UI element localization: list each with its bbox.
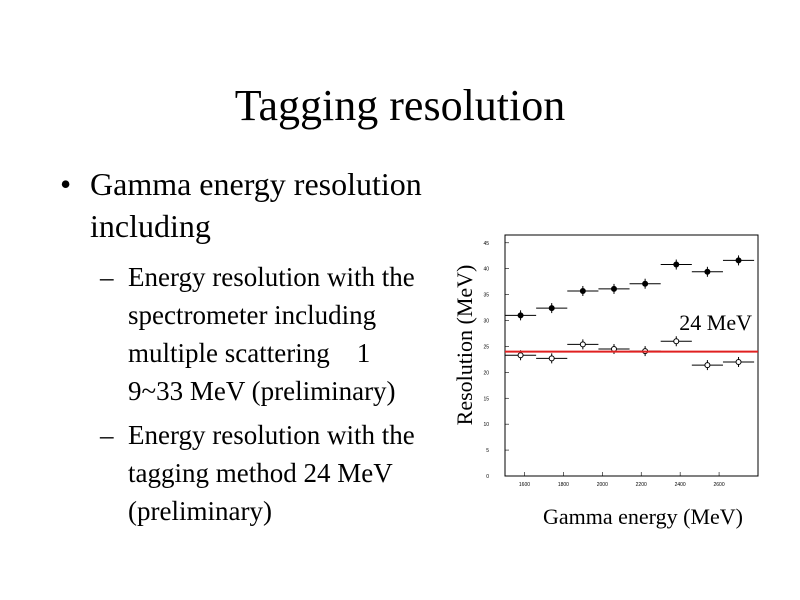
sub-bullet-text: Energy resolution with the bbox=[128, 420, 415, 450]
y-tick-label: 40 bbox=[483, 267, 489, 273]
sub-bullet-text: tagging method 24 MeV bbox=[128, 458, 393, 488]
slide-title: Tagging resolution bbox=[235, 81, 566, 130]
y-tick-label: 30 bbox=[483, 319, 489, 325]
data-point bbox=[673, 261, 680, 268]
sub-bullet-text: (preliminary) bbox=[128, 496, 272, 526]
y-tick-label: 20 bbox=[483, 370, 489, 376]
y-tick-label: 0 bbox=[486, 474, 489, 480]
data-point bbox=[517, 312, 524, 319]
data-point bbox=[610, 285, 617, 292]
bullet-text: Gamma energy resolution bbox=[90, 166, 422, 202]
y-tick-label: 35 bbox=[483, 293, 489, 299]
sub-bullet-text: multiple scattering 1 bbox=[128, 338, 370, 368]
sub-bullet-text: Energy resolution with the bbox=[128, 262, 415, 292]
y-tick-label: 10 bbox=[483, 422, 489, 428]
data-point bbox=[548, 305, 555, 312]
data-point bbox=[548, 355, 555, 362]
data-point bbox=[735, 358, 742, 365]
bullet-marker: • bbox=[60, 166, 71, 202]
sub-bullet-marker: – bbox=[99, 420, 114, 450]
data-point bbox=[579, 341, 586, 348]
x-tick-label: 2000 bbox=[597, 482, 608, 488]
y-tick-label: 5 bbox=[486, 448, 489, 454]
x-axis-label: Gamma energy (MeV) bbox=[543, 504, 743, 529]
sub-bullet-text: 9~33 MeV (preliminary) bbox=[128, 376, 396, 406]
reference-label: 24 MeV bbox=[679, 310, 752, 335]
data-point bbox=[579, 287, 586, 294]
data-point bbox=[517, 352, 524, 359]
x-tick-label: 1800 bbox=[558, 482, 569, 488]
sub-bullet-marker: – bbox=[99, 262, 114, 292]
data-point bbox=[673, 338, 680, 345]
bullet-text: including bbox=[90, 208, 211, 244]
y-tick-label: 15 bbox=[483, 396, 489, 402]
y-tick-label: 25 bbox=[483, 344, 489, 350]
x-tick-label: 2600 bbox=[714, 482, 725, 488]
x-tick-label: 2400 bbox=[675, 482, 686, 488]
sub-bullet-text: spectrometer including bbox=[128, 300, 376, 330]
x-tick-label: 1600 bbox=[519, 482, 530, 488]
data-point bbox=[735, 257, 742, 264]
data-point bbox=[704, 268, 711, 275]
y-tick-label: 45 bbox=[483, 241, 489, 247]
data-point bbox=[704, 362, 711, 369]
x-tick-label: 2200 bbox=[636, 482, 647, 488]
y-axis-label: Resolution (MeV) bbox=[452, 265, 477, 426]
data-point bbox=[642, 280, 649, 287]
